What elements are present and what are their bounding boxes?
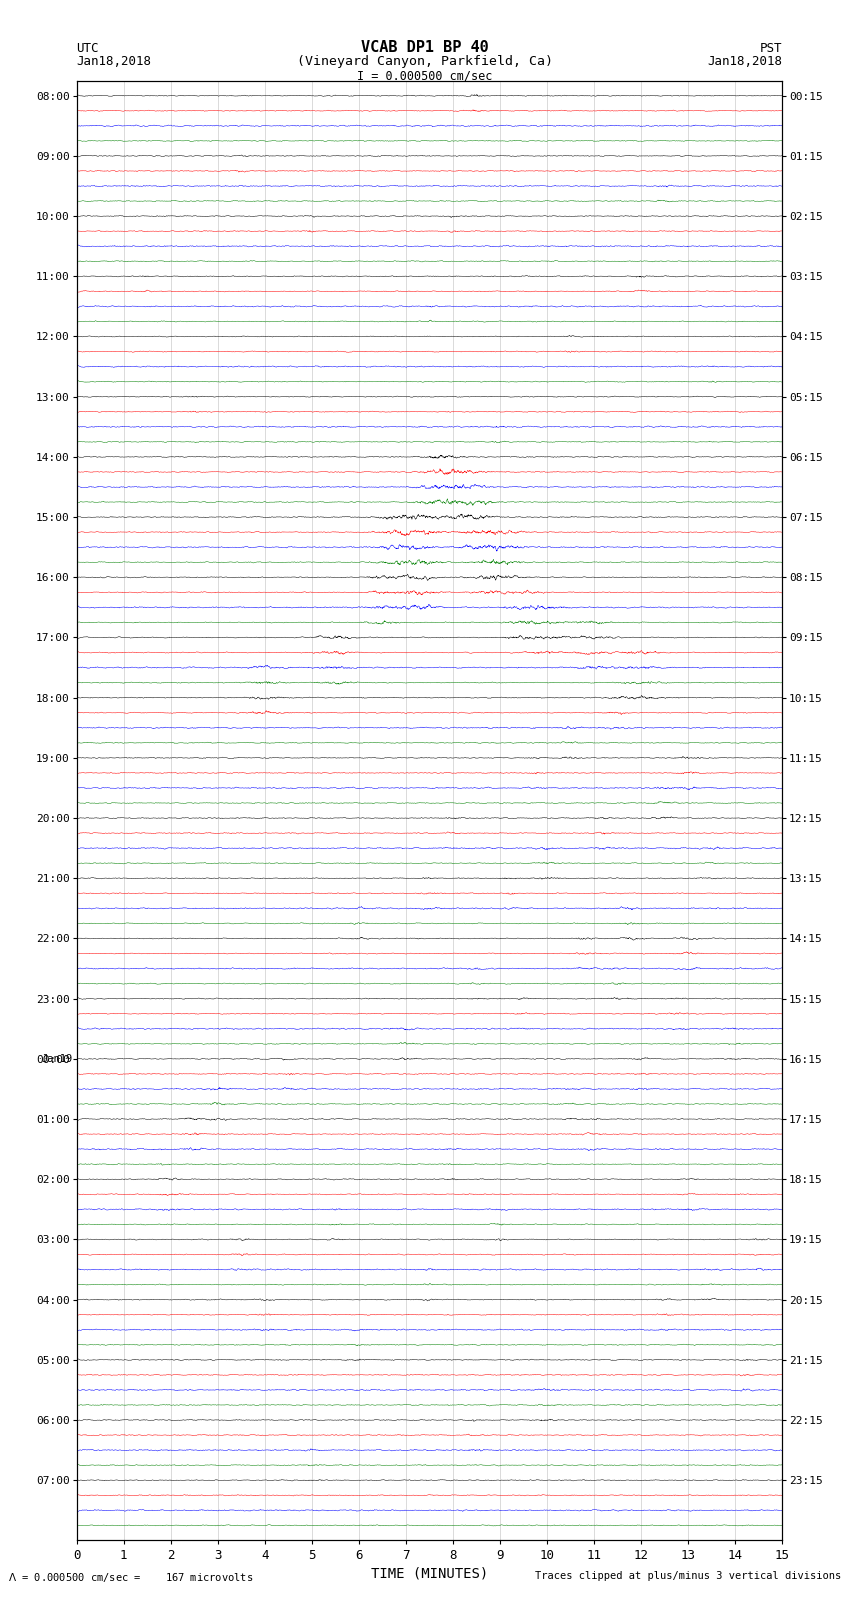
Text: $\Lambda$ = 0.000500 cm/sec =    167 microvolts: $\Lambda$ = 0.000500 cm/sec = 167 microv… xyxy=(8,1571,254,1584)
Text: (Vineyard Canyon, Parkfield, Ca): (Vineyard Canyon, Parkfield, Ca) xyxy=(297,55,553,68)
X-axis label: TIME (MINUTES): TIME (MINUTES) xyxy=(371,1566,488,1581)
Text: PST: PST xyxy=(760,42,782,55)
Text: Jan18,2018: Jan18,2018 xyxy=(707,55,782,68)
Text: I = 0.000500 cm/sec: I = 0.000500 cm/sec xyxy=(357,69,493,82)
Text: VCAB DP1 BP 40: VCAB DP1 BP 40 xyxy=(361,40,489,55)
Text: UTC: UTC xyxy=(76,42,99,55)
Text: Jan19: Jan19 xyxy=(42,1053,73,1065)
Text: Traces clipped at plus/minus 3 vertical divisions: Traces clipped at plus/minus 3 vertical … xyxy=(536,1571,842,1581)
Text: Jan18,2018: Jan18,2018 xyxy=(76,55,151,68)
